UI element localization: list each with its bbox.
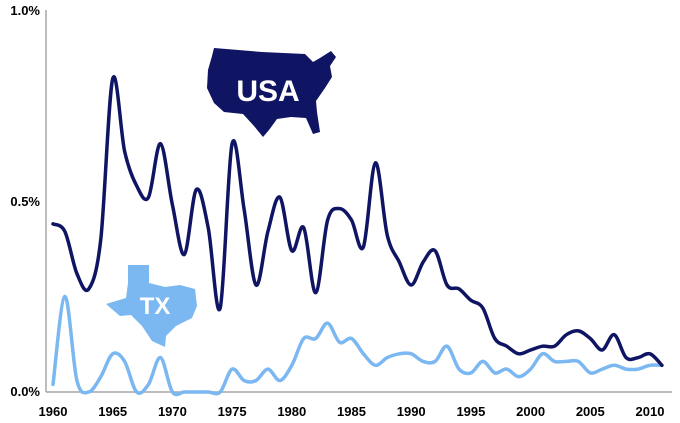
x-tick-label: 1965 <box>98 404 127 419</box>
texas-map-annotation: TX <box>106 265 197 347</box>
x-tick-group: 1960 1965 1970 1975 1980 1985 1990 1995 2000 2005… <box>39 404 665 419</box>
y-tick-label: 0.5% <box>10 194 40 209</box>
texas-map-label: TX <box>140 293 171 320</box>
x-tick-label: 1960 <box>39 404 68 419</box>
y-tick-label: 1.0% <box>10 3 40 18</box>
y-tick-label: 0.0% <box>10 384 40 399</box>
x-tick-label: 2010 <box>636 404 665 419</box>
x-tick-label: 1985 <box>337 404 366 419</box>
x-tick-label: 1995 <box>456 404 485 419</box>
x-tick-label: 1990 <box>397 404 426 419</box>
x-tick-label: 1970 <box>158 404 187 419</box>
x-tick-label: 1980 <box>277 404 306 419</box>
texas-map-icon <box>106 265 197 347</box>
x-tick-label: 2005 <box>576 404 605 419</box>
x-tick-label: 1975 <box>218 404 247 419</box>
usa-map-label: USA <box>236 75 299 108</box>
usa-map-icon <box>207 48 336 137</box>
series-line-tx <box>51 294 664 397</box>
usa-map-annotation: USA <box>207 48 336 137</box>
x-tick-label: 2000 <box>516 404 545 419</box>
series-group <box>51 75 664 397</box>
series-line-usa <box>51 75 664 368</box>
